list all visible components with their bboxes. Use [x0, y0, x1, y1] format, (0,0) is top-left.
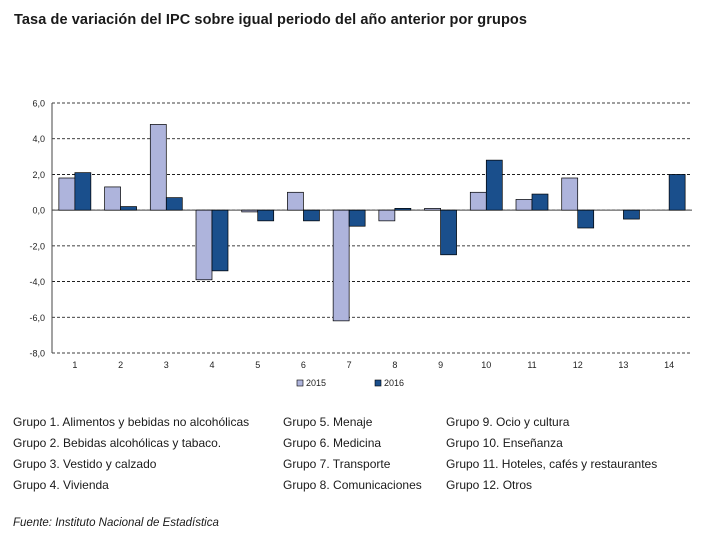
- group-legend-item: Grupo 3. Vestido y calzado: [13, 457, 157, 471]
- x-tick-label: 6: [301, 360, 306, 370]
- bar-2015-group-10: [469, 191, 487, 211]
- groups-legend-column-3: Grupo 9. Ocio y cultura Grupo 10. Enseña…: [446, 412, 657, 496]
- bar-2016-group-4: [211, 209, 229, 272]
- axes: [51, 103, 692, 353]
- bar-2015-group-5: [241, 209, 259, 213]
- group-legend-item: Grupo 8. Comunicaciones: [283, 478, 422, 492]
- group-legend-item: Grupo 7. Transporte: [283, 457, 391, 471]
- bar-2016-group-3: [165, 197, 183, 211]
- x-tick-label: 4: [209, 360, 214, 370]
- legend-swatch-2015: [296, 379, 304, 387]
- bar-2015-group-4: [195, 209, 213, 281]
- x-tick-label: 12: [573, 360, 583, 370]
- group-legend-item: Grupo 4. Vivienda: [13, 478, 109, 492]
- bar-2016-group-14: [668, 174, 686, 211]
- bar-2015-group-1: [58, 177, 76, 211]
- y-tick-labels: 6,0 4,0 2,0 0,0 -2,0 -4,0 -6,0 -8,0: [29, 99, 45, 359]
- x-tick-label: 9: [438, 360, 443, 370]
- x-tick-label: 13: [618, 360, 628, 370]
- group-legend-item: Grupo 2. Bebidas alcohólicas y tabaco.: [13, 436, 222, 450]
- bar-2015-group-12: [561, 177, 579, 211]
- y-tick-label: 4,0: [32, 134, 45, 144]
- y-tick-label: -8,0: [29, 349, 45, 359]
- bars: [58, 124, 686, 322]
- group-legend-item: Grupo 5. Menaje: [283, 415, 373, 429]
- bar-2016-group-7: [348, 209, 366, 227]
- group-legend-item: Grupo 6. Medicina: [283, 436, 382, 450]
- bar-2016-group-1: [74, 172, 92, 211]
- bar-2016-group-2: [120, 206, 137, 211]
- bar-2015-group-2: [104, 186, 121, 211]
- y-tick-label: -6,0: [29, 313, 45, 323]
- bar-2016-group-9: [440, 209, 457, 256]
- bar-2015-group-6: [287, 191, 304, 211]
- x-tick-label: 7: [347, 360, 352, 370]
- x-tick-label: 11: [527, 360, 536, 370]
- bar-2016-group-11: [531, 193, 549, 211]
- y-tick-label: -4,0: [29, 277, 45, 287]
- y-tick-label: -2,0: [29, 241, 45, 251]
- group-legend-item: Grupo 9. Ocio y cultura: [446, 415, 570, 429]
- series-legend: 2015 2016: [296, 378, 404, 388]
- x-tick-label: 14: [664, 360, 674, 370]
- group-legend-item: Grupo 1. Alimentos y bebidas no alcohóli…: [13, 415, 250, 429]
- legend-label-2016: 2016: [384, 378, 404, 388]
- bar-2015-group-9: [424, 208, 441, 211]
- group-legend-item: Grupo 11. Hoteles, cafés y restaurantes: [446, 457, 658, 471]
- x-tick-label: 3: [164, 360, 169, 370]
- legend-swatch-2016: [374, 379, 382, 387]
- y-tick-label: 0,0: [32, 206, 45, 216]
- y-tick-label: 2,0: [32, 170, 45, 180]
- bar-chart: 6,04,02,00,0-2,0-4,0-6,0-8,0 1 2 3 4 5 6 7 8 9 10…: [29, 99, 692, 388]
- bar-2015-group-7: [332, 209, 350, 322]
- group-legend-item: Grupo 12. Otros: [446, 478, 533, 492]
- group-legend-item: Grupo 10. Enseñanza: [446, 436, 563, 450]
- bar-2015-group-11: [515, 199, 533, 211]
- bar-2016-group-5: [257, 209, 275, 222]
- x-tick-labels: 1 2 3 4 5 6 7 8 9 10 11 12 13 14: [72, 360, 674, 370]
- chart-title: Tasa de variación del IPC sobre igual pe…: [14, 12, 528, 28]
- source-note: Fuente: Instituto Nacional de Estadístic…: [13, 517, 219, 529]
- y-tick-label: 6,0: [32, 99, 45, 109]
- x-tick-label: 8: [392, 360, 397, 370]
- x-tick-label: 5: [255, 360, 260, 370]
- x-tick-label: 2: [118, 360, 123, 370]
- groups-legend-column-2: Grupo 5. Menaje Grupo 6. Medicina Grupo …: [283, 412, 422, 496]
- grid-lines: [52, 102, 692, 354]
- bar-2015-group-8: [378, 209, 396, 222]
- bar-2016-group-13: [623, 209, 640, 220]
- bar-2016-group-10: [485, 159, 503, 211]
- legend-label-2015: 2015: [306, 378, 326, 388]
- bar-2016-group-6: [303, 209, 320, 222]
- bar-2016-group-8: [394, 208, 412, 211]
- x-tick-label: 1: [72, 360, 77, 370]
- groups-legend-column-1: Grupo 1. Alimentos y bebidas no alcohóli…: [13, 412, 249, 496]
- x-tick-label: 10: [481, 360, 491, 370]
- bar-2015-group-3: [149, 124, 167, 211]
- bar-2016-group-12: [577, 209, 595, 229]
